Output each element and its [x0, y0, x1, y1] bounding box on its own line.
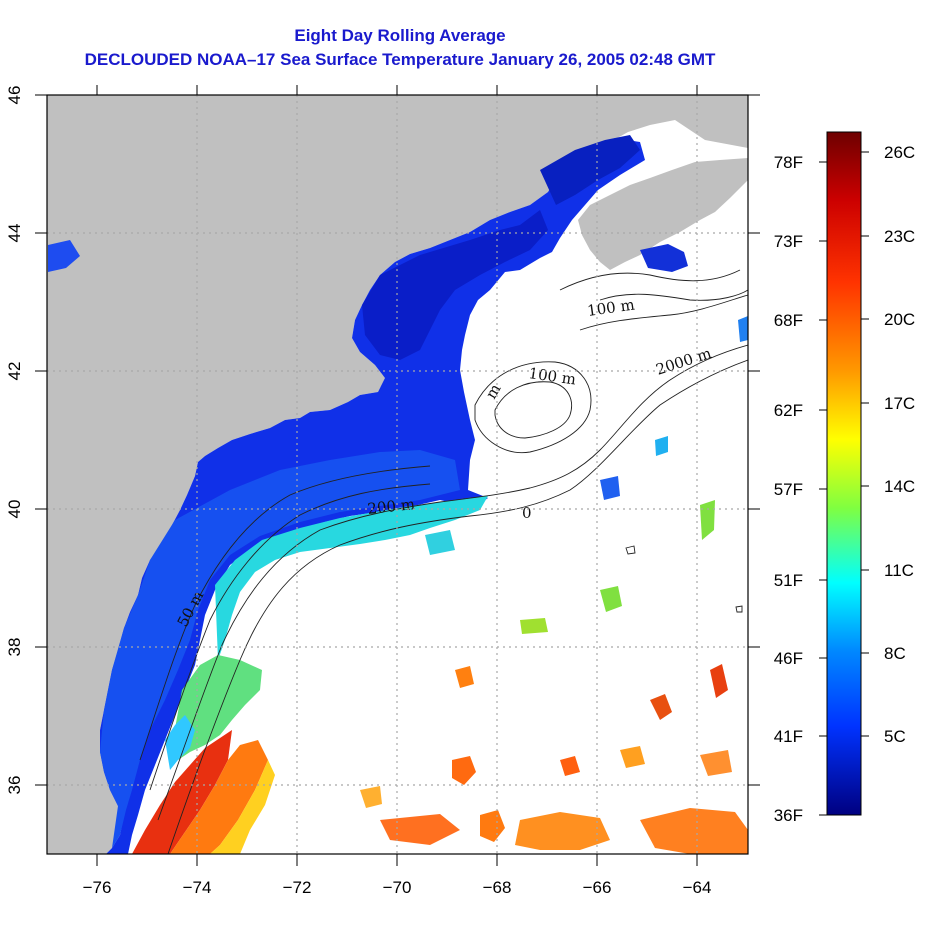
sst-slope-cyan: [215, 496, 488, 660]
x-tick-label: −70: [383, 878, 412, 897]
sst-gulf-maine-patch: [640, 244, 688, 272]
colorbar-ticks: [819, 151, 869, 816]
contour-small-ring-2: [735, 605, 743, 613]
contour-2000m: [167, 359, 748, 854]
sst-blue-patch-3: [738, 316, 748, 342]
y-tick-label: 44: [5, 224, 24, 243]
y-tick-label: 42: [5, 362, 24, 381]
contour-gulf-maine: [559, 269, 741, 291]
contour-200m: [157, 344, 748, 821]
sst-eddy-4: [640, 808, 748, 854]
sst-green-patch-2: [700, 500, 715, 540]
graticule: [47, 95, 748, 854]
contour-label-0: 0: [522, 504, 532, 522]
sst-cyan-patch-1: [425, 530, 455, 555]
x-tick-label: −68: [483, 878, 512, 897]
contour-georges-inner: [494, 381, 572, 439]
colorbar: [826, 131, 862, 816]
sst-eddy-8: [650, 694, 672, 720]
colorbar-celsius-label: 5C: [884, 727, 906, 746]
x-tick-label: −64: [683, 878, 712, 897]
sst-eddy-3: [710, 664, 728, 698]
colorbar-fahrenheit-label: 78F: [774, 153, 803, 172]
x-tick-label: −66: [583, 878, 612, 897]
colorbar-fahrenheit-label: 51F: [774, 571, 803, 590]
map-title: Eight Day Rolling Average: [294, 26, 506, 45]
sst-eddy-11: [455, 666, 474, 688]
sst-eddy-7: [380, 814, 460, 845]
land-mainland: [47, 95, 748, 854]
sst-slope-green: [172, 655, 262, 760]
y-tick-label: 38: [5, 638, 24, 657]
colorbar-celsius-label: 11C: [884, 561, 914, 580]
sst-eddy-2: [480, 810, 505, 842]
colorbar-celsius-label: 17C: [884, 394, 915, 413]
sst-eddy-9: [620, 746, 645, 768]
y-tick-label: 40: [5, 500, 24, 519]
contour-scotian-shelf: [599, 289, 748, 301]
sst-eddy-12: [700, 750, 732, 776]
land-nova-scotia: [578, 158, 748, 270]
colorbar-fahrenheit-label: 36F: [774, 806, 803, 825]
colorbar-celsius-label: 14C: [884, 477, 915, 496]
y-tick-label: 46: [5, 86, 24, 105]
x-axis: [96, 85, 698, 866]
y-tick-label: 36: [5, 776, 24, 795]
sst-green-patch-3: [520, 618, 548, 634]
map-panel: 50 m 100 m 100 m 200 m 2000 m m 0: [47, 95, 748, 854]
contour-georges-bank: [474, 361, 592, 454]
colorbar-fahrenheit-label: 73F: [774, 232, 803, 251]
contour-scotian-slope: [579, 294, 748, 331]
colorbar-celsius-label: 26C: [884, 143, 915, 162]
colorbar-fahrenheit-label: 62F: [774, 401, 803, 420]
colorbar-fahrenheit-label: 68F: [774, 311, 803, 330]
sst-gulf-stream-orange: [170, 740, 268, 854]
sst-blue-patch-1: [600, 476, 620, 500]
sst-eddy-10: [560, 756, 580, 776]
sst-slope-cyan-2: [165, 715, 195, 770]
x-tick-label: −76: [83, 878, 112, 897]
sst-gulf-stream-yellow: [210, 760, 275, 854]
colorbar-celsius-label: 23C: [884, 227, 915, 246]
contour-label-200m: 200 m: [367, 495, 416, 518]
map-subtitle: DECLOUDED NOAA–17 Sea Surface Temperatur…: [84, 50, 716, 69]
sst-coastal-mid-blue: [100, 450, 460, 848]
contour-small-ring: [625, 545, 636, 555]
sst-gulf-stream-hot: [132, 730, 232, 854]
sst-coastal-deep-blue: [362, 210, 548, 360]
contour-50m: [139, 465, 431, 761]
sst-green-patch-1: [600, 586, 622, 612]
colorbar-celsius-label: 8C: [884, 644, 906, 663]
colorbar-fahrenheit-label: 46F: [774, 649, 803, 668]
contour-100m: [149, 483, 431, 791]
colorbar-fahrenheit-label: 41F: [774, 727, 803, 746]
sst-nova-scotia-blue: [540, 135, 640, 205]
sst-eddy-5: [515, 812, 610, 850]
y-axis: [35, 94, 760, 786]
sst-blue-patch-4: [48, 240, 80, 272]
sst-blue-patch-2: [655, 436, 668, 456]
x-tick-label: −72: [283, 878, 312, 897]
sst-eddy-6: [360, 786, 382, 808]
colorbar-celsius-label: 20C: [884, 310, 915, 329]
sst-eddy-1: [452, 756, 476, 785]
colorbar-fahrenheit-label: 57F: [774, 480, 803, 499]
x-tick-label: −74: [183, 878, 212, 897]
